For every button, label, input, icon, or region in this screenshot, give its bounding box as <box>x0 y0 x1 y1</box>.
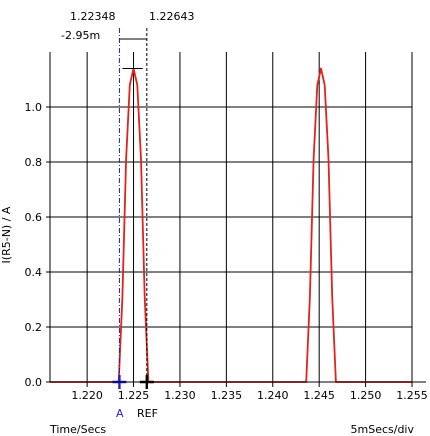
cursor-a-value-label: 1.22348 <box>70 10 116 23</box>
y-tick-label: 0.2 <box>25 321 43 334</box>
x-axis-label: Time/Secs <box>49 423 106 436</box>
cursor-a-label: A <box>116 407 124 420</box>
x-tick-label: 1.250 <box>350 389 382 402</box>
y-axis-label: I(R5-N) / A <box>0 206 13 263</box>
cursor-ref-value-label: 1.22643 <box>149 10 195 23</box>
series-line <box>50 67 412 383</box>
x-tick-label: 1.230 <box>164 389 196 402</box>
y-tick-label: 0.6 <box>25 211 43 224</box>
series-layer <box>49 67 413 383</box>
x-tick-label: 1.220 <box>71 389 103 402</box>
y-tick-label: 0.8 <box>25 156 43 169</box>
x-tick-label: 1.225 <box>118 389 150 402</box>
cursor-delta-label: -2.95m <box>61 29 100 42</box>
x-tick-label: 1.255 <box>396 389 428 402</box>
y-tick-label: 1.0 <box>25 101 43 114</box>
x-tick-label: 1.245 <box>303 389 335 402</box>
cursor-ref-label: REF <box>137 407 158 420</box>
grid <box>50 52 413 382</box>
x-tick-label: 1.235 <box>211 389 243 402</box>
x-tick-label: 1.240 <box>257 389 289 402</box>
x-scale-label: 5mSecs/div <box>351 423 415 436</box>
y-tick-label: 0.4 <box>25 266 43 279</box>
y-tick-label: 0.0 <box>25 376 43 389</box>
axes: 1.220 1.225 1.230 1.235 1.240 1.245 1.250 1.255… <box>25 52 428 402</box>
